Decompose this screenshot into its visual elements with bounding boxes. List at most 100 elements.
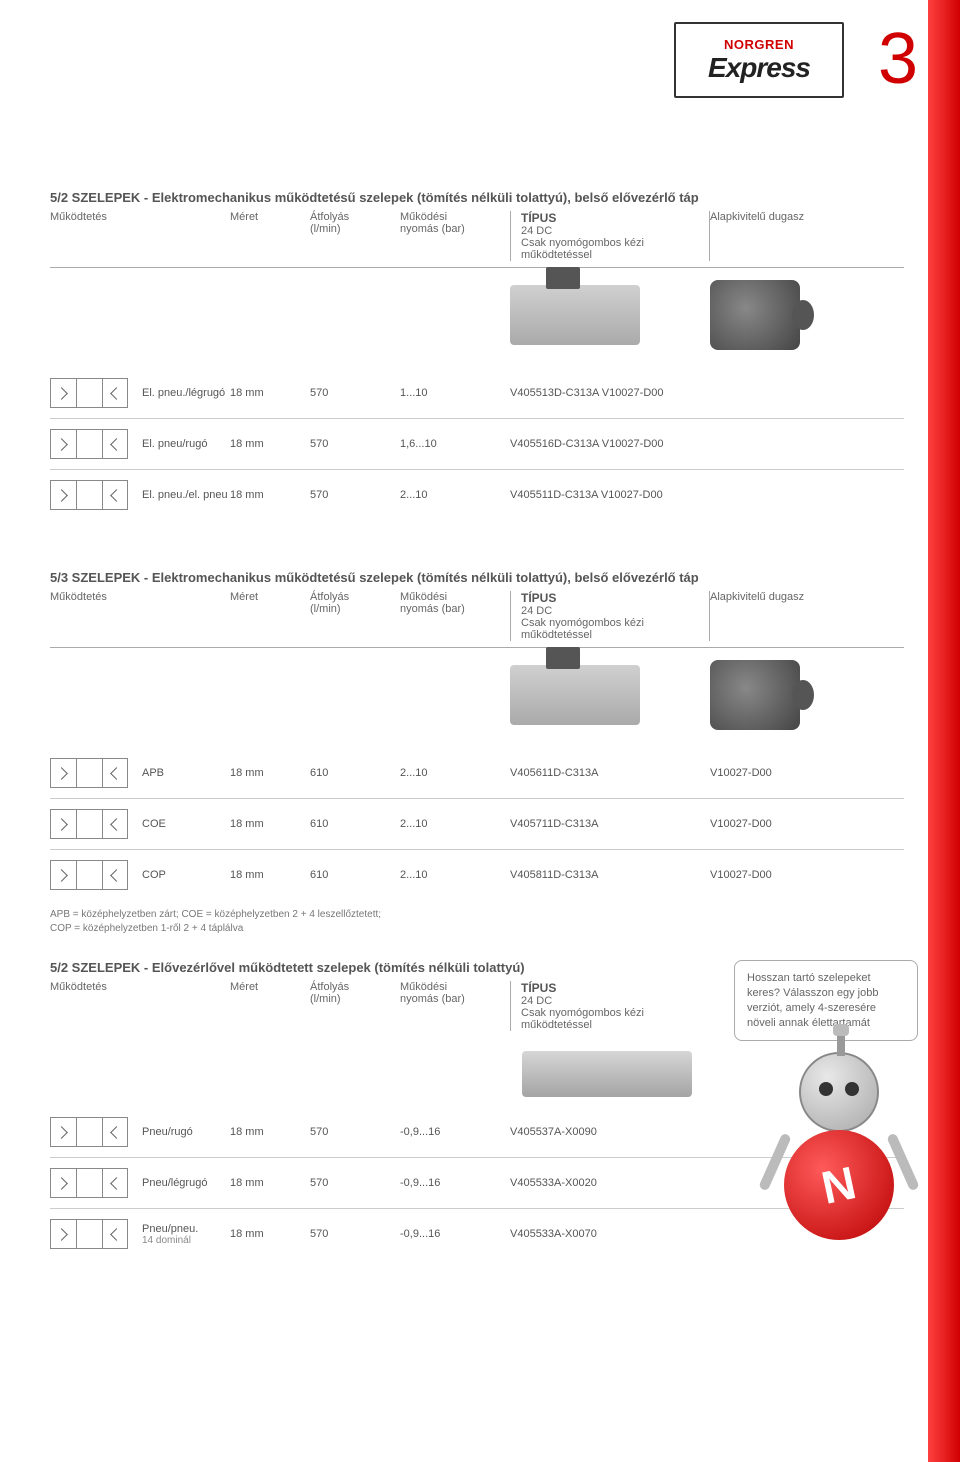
row-type: V405533A-X0070 xyxy=(510,1228,710,1240)
row-type: V405811D-C313A xyxy=(510,869,710,881)
section1-rows: El. pneu./légrugó 18 mm 570 1...10 V4055… xyxy=(50,368,904,520)
valve-symbol-icon xyxy=(50,429,128,459)
row-flow: 570 xyxy=(310,1228,400,1240)
section-5-2-pilot: 5/2 SZELEPEK - Elővezérlővel működtetett… xyxy=(50,960,904,1259)
hdr-flow-unit: (l/min) xyxy=(310,993,400,1005)
hdr-size: Méret xyxy=(230,211,310,223)
row-type: V405511D-C313A V10027-D00 xyxy=(510,489,710,501)
hdr-plug: Alapkivitelű dugasz xyxy=(710,211,880,223)
row-flow: 610 xyxy=(310,818,400,830)
row-plug: V10027-D00 xyxy=(710,869,880,881)
row-press: 2...10 xyxy=(400,818,510,830)
hdr-type-line2: Csak nyomógombos kézi xyxy=(521,1007,700,1019)
row-size: 18 mm xyxy=(230,869,310,881)
row-actuation: Pneu/rugó xyxy=(142,1126,193,1138)
hdr-type: TÍPUS 24 DC Csak nyomógombos kézi működt… xyxy=(510,981,710,1031)
hdr-actuation: Működtetés xyxy=(50,591,230,603)
section-5-3-electro: 5/3 SZELEPEK - Elektromechanikus működte… xyxy=(50,570,904,936)
valve-symbol-icon xyxy=(50,1117,128,1147)
valve-photo-icon xyxy=(510,665,640,725)
section1-photo-row xyxy=(50,280,904,350)
hdr-flow-label: Átfolyás xyxy=(310,591,400,603)
hdr-pressure-label: Működési xyxy=(400,591,510,603)
hdr-pressure-unit: nyomás (bar) xyxy=(400,993,510,1005)
row-flow: 570 xyxy=(310,489,400,501)
hdr-flow: Átfolyás (l/min) xyxy=(310,211,400,235)
section2-rows: APB 18 mm 610 2...10 V405611D-C313A V100… xyxy=(50,748,904,900)
hdr-type: TÍPUS 24 DC Csak nyomógombos kézi működt… xyxy=(510,211,710,261)
hdr-pressure-unit: nyomás (bar) xyxy=(400,223,510,235)
hdr-size: Méret xyxy=(230,981,310,993)
section2-title: 5/3 SZELEPEK - Elektromechanikus működte… xyxy=(50,570,904,585)
hdr-flow: Átfolyás (l/min) xyxy=(310,591,400,615)
hdr-flow-label: Átfolyás xyxy=(310,211,400,223)
plug-photo-icon xyxy=(710,660,800,730)
row-actuation: Pneu/légrugó xyxy=(142,1177,207,1189)
row-plug: V10027-D00 xyxy=(710,767,880,779)
row-press: 2...10 xyxy=(400,767,510,779)
hdr-flow-unit: (l/min) xyxy=(310,603,400,615)
row-actuation: El. pneu./el. pneu xyxy=(142,489,228,501)
row-flow: 570 xyxy=(310,438,400,450)
valve-symbol-icon xyxy=(50,758,128,788)
robot-mascot-icon: N xyxy=(744,1052,934,1272)
hdr-actuation: Működtetés xyxy=(50,981,230,993)
row-flow: 570 xyxy=(310,1126,400,1138)
row-actuation: COP xyxy=(142,869,166,881)
row-size: 18 mm xyxy=(230,1126,310,1138)
row-actuation: APB xyxy=(142,767,164,779)
table-row: El. pneu./el. pneu 18 mm 570 2...10 V405… xyxy=(50,470,904,520)
section2-header-row: Működtetés Méret Átfolyás (l/min) Működé… xyxy=(50,591,904,648)
row-press: 1...10 xyxy=(400,387,510,399)
row-size: 18 mm xyxy=(230,818,310,830)
hdr-type-line3: működtetéssel xyxy=(521,629,699,641)
section-number: 3 xyxy=(878,18,918,100)
row-actuation: El. pneu/rugó xyxy=(142,438,207,450)
hdr-type: TÍPUS 24 DC Csak nyomógombos kézi működt… xyxy=(510,591,710,641)
valve-photo-icon xyxy=(510,285,640,345)
hdr-type-line1: 24 DC xyxy=(521,225,699,237)
row-flow: 570 xyxy=(310,1177,400,1189)
page-content: 5/2 SZELEPEK - Elektromechanikus működte… xyxy=(50,190,904,1259)
row-type: V405533A-X0020 xyxy=(510,1177,710,1189)
hdr-pressure: Működési nyomás (bar) xyxy=(400,591,510,615)
valve-symbol-icon xyxy=(50,1168,128,1198)
hdr-type-label: TÍPUS xyxy=(521,591,699,605)
hdr-flow-unit: (l/min) xyxy=(310,223,400,235)
row-actuation: COE xyxy=(142,818,166,830)
row-press: -0,9...16 xyxy=(400,1228,510,1240)
table-row: El. pneu/rugó 18 mm 570 1,6...10 V405516… xyxy=(50,419,904,470)
valve-symbol-icon xyxy=(50,809,128,839)
hdr-plug: Alapkivitelű dugasz xyxy=(710,591,880,603)
valve-symbol-icon xyxy=(50,860,128,890)
row-actuation-group: Pneu/pneu. 14 dominál xyxy=(142,1223,198,1246)
section2-photo-row xyxy=(50,660,904,730)
hdr-pressure-unit: nyomás (bar) xyxy=(400,603,510,615)
hdr-type-label: TÍPUS xyxy=(521,211,699,225)
section1-title: 5/2 SZELEPEK - Elektromechanikus működte… xyxy=(50,190,904,205)
row-actuation-sub: 14 dominál xyxy=(142,1235,198,1246)
brand-logo: NORGREN Express xyxy=(674,22,844,98)
tip-callout: Hosszan tartó szelepeket keres? Válasszo… xyxy=(734,960,918,1041)
table-row: COE 18 mm 610 2...10 V405711D-C313A V100… xyxy=(50,799,904,850)
row-press: -0,9...16 xyxy=(400,1126,510,1138)
row-size: 18 mm xyxy=(230,1177,310,1189)
table-row: APB 18 mm 610 2...10 V405611D-C313A V100… xyxy=(50,748,904,799)
row-size: 18 mm xyxy=(230,1228,310,1240)
row-type: V405611D-C313A xyxy=(510,767,710,779)
row-actuation: Pneu/pneu. xyxy=(142,1223,198,1235)
row-plug: V10027-D00 xyxy=(710,818,880,830)
hdr-type-line2: Csak nyomógombos kézi xyxy=(521,617,699,629)
hdr-type-line1: 24 DC xyxy=(521,605,699,617)
hdr-actuation: Működtetés xyxy=(50,211,230,223)
valve-symbol-icon xyxy=(50,1219,128,1249)
hdr-size: Méret xyxy=(230,591,310,603)
valve-symbol-icon xyxy=(50,378,128,408)
hdr-pressure: Működési nyomás (bar) xyxy=(400,981,510,1005)
section2-footnote: APB = középhelyzetben zárt; COE = középh… xyxy=(50,908,904,936)
hdr-type-line1: 24 DC xyxy=(521,995,700,1007)
row-press: 2...10 xyxy=(400,489,510,501)
row-flow: 610 xyxy=(310,767,400,779)
row-flow: 570 xyxy=(310,387,400,399)
table-row: El. pneu./légrugó 18 mm 570 1...10 V4055… xyxy=(50,368,904,419)
